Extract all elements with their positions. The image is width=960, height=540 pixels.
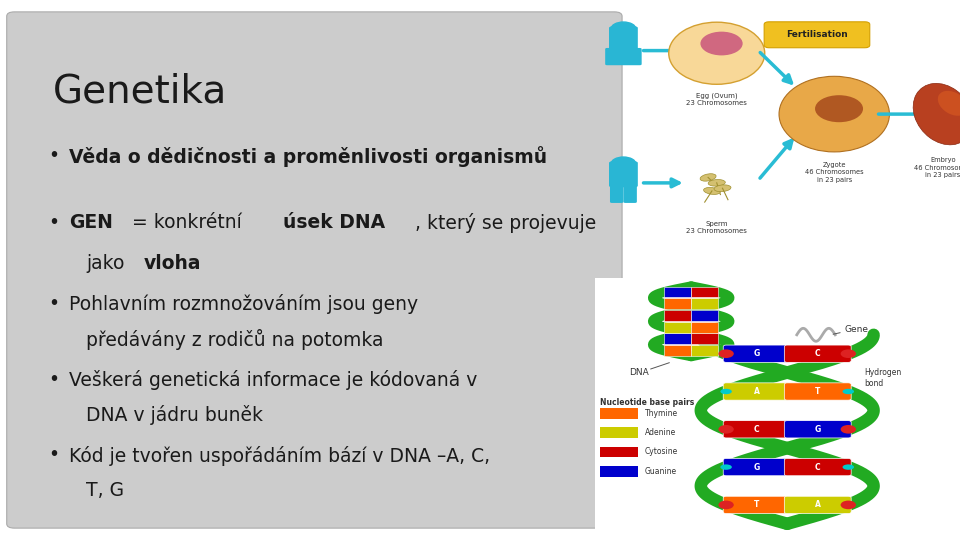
- Text: •: •: [48, 294, 60, 313]
- Ellipse shape: [938, 91, 960, 116]
- Text: Fertilisation: Fertilisation: [786, 30, 848, 39]
- Ellipse shape: [843, 464, 854, 470]
- Text: C: C: [815, 349, 821, 358]
- FancyBboxPatch shape: [595, 278, 955, 535]
- FancyBboxPatch shape: [691, 345, 718, 356]
- FancyBboxPatch shape: [764, 22, 870, 48]
- FancyBboxPatch shape: [664, 287, 691, 298]
- Text: Adenine: Adenine: [645, 428, 677, 437]
- Text: jako: jako: [86, 254, 131, 273]
- Text: •: •: [48, 213, 60, 232]
- FancyBboxPatch shape: [664, 322, 691, 333]
- Ellipse shape: [708, 179, 726, 186]
- FancyBboxPatch shape: [600, 447, 638, 457]
- Circle shape: [718, 425, 733, 434]
- FancyBboxPatch shape: [600, 427, 638, 438]
- FancyBboxPatch shape: [691, 310, 718, 321]
- Text: DNA v jádru buněk: DNA v jádru buněk: [86, 405, 263, 425]
- Ellipse shape: [704, 187, 720, 194]
- Text: A: A: [754, 387, 759, 396]
- Ellipse shape: [714, 185, 731, 192]
- Text: Pohlavním rozmnožováním jsou geny: Pohlavním rozmnožováním jsou geny: [69, 294, 419, 314]
- FancyBboxPatch shape: [691, 322, 718, 333]
- Text: vloha: vloha: [144, 254, 202, 273]
- FancyBboxPatch shape: [600, 466, 638, 477]
- FancyBboxPatch shape: [609, 26, 637, 52]
- Text: C: C: [815, 463, 821, 471]
- FancyBboxPatch shape: [605, 48, 641, 65]
- Ellipse shape: [669, 22, 765, 84]
- FancyBboxPatch shape: [784, 496, 852, 514]
- Text: •: •: [48, 146, 60, 165]
- Circle shape: [611, 22, 636, 36]
- FancyBboxPatch shape: [723, 496, 790, 514]
- FancyBboxPatch shape: [691, 333, 718, 345]
- Text: T, G: T, G: [86, 481, 125, 500]
- Text: = konkrétní: = konkrétní: [126, 213, 248, 232]
- FancyBboxPatch shape: [691, 287, 718, 298]
- Ellipse shape: [913, 83, 960, 145]
- Text: předávány z rodičů na potomka: předávány z rodičů na potomka: [86, 329, 384, 350]
- Text: •: •: [48, 370, 60, 389]
- Text: úsek DNA: úsek DNA: [283, 213, 385, 232]
- Text: Cytosine: Cytosine: [645, 448, 679, 456]
- FancyBboxPatch shape: [664, 345, 691, 356]
- FancyBboxPatch shape: [623, 183, 636, 203]
- Text: Zygote
46 Chromosomes
in 23 pairs: Zygote 46 Chromosomes in 23 pairs: [804, 161, 864, 183]
- Text: G: G: [815, 425, 821, 434]
- Text: GEN: GEN: [69, 213, 113, 232]
- FancyBboxPatch shape: [664, 333, 691, 345]
- Text: Embryo
46 Chromosomes
in 23 pairs: Embryo 46 Chromosomes in 23 pairs: [914, 157, 960, 178]
- Circle shape: [718, 501, 733, 509]
- Ellipse shape: [780, 76, 889, 152]
- Text: T: T: [754, 501, 759, 509]
- Text: Egg (Ovum)
23 Chromosomes: Egg (Ovum) 23 Chromosomes: [686, 92, 747, 106]
- Circle shape: [841, 349, 856, 358]
- Circle shape: [841, 425, 856, 434]
- FancyBboxPatch shape: [784, 383, 852, 400]
- FancyBboxPatch shape: [600, 408, 638, 418]
- Text: DNA: DNA: [629, 368, 649, 377]
- Ellipse shape: [700, 174, 716, 181]
- FancyBboxPatch shape: [691, 298, 718, 309]
- Ellipse shape: [720, 464, 732, 470]
- FancyBboxPatch shape: [723, 383, 790, 400]
- Text: Věda o dědičnosti a proměnlivosti organismů: Věda o dědičnosti a proměnlivosti organi…: [69, 146, 547, 167]
- Text: G: G: [754, 349, 759, 358]
- FancyBboxPatch shape: [723, 345, 790, 362]
- Text: C: C: [754, 425, 759, 434]
- Circle shape: [611, 157, 636, 171]
- Text: Sperm
23 Chromosomes: Sperm 23 Chromosomes: [686, 221, 747, 234]
- Circle shape: [841, 501, 856, 509]
- FancyBboxPatch shape: [609, 161, 637, 187]
- Ellipse shape: [720, 389, 732, 394]
- Text: Thymine: Thymine: [645, 409, 679, 417]
- Text: •: •: [48, 446, 60, 464]
- FancyBboxPatch shape: [723, 421, 790, 438]
- FancyBboxPatch shape: [7, 12, 622, 528]
- Text: Hydrogen
bond: Hydrogen bond: [864, 368, 901, 388]
- FancyBboxPatch shape: [784, 421, 852, 438]
- Circle shape: [701, 32, 743, 56]
- Text: G: G: [754, 463, 759, 471]
- Text: Gene: Gene: [845, 325, 869, 334]
- Circle shape: [815, 95, 863, 122]
- Text: Veškerá genetická informace je kódovaná v: Veškerá genetická informace je kódovaná …: [69, 370, 477, 390]
- Ellipse shape: [843, 389, 854, 394]
- Text: Guanine: Guanine: [645, 467, 677, 476]
- Text: Nucleotide base pairs: Nucleotide base pairs: [600, 397, 694, 407]
- FancyBboxPatch shape: [784, 458, 852, 476]
- FancyBboxPatch shape: [784, 345, 852, 362]
- Text: , který se projevuje: , který se projevuje: [415, 213, 596, 233]
- Text: Kód je tvořen uspořádáním bází v DNA –A, C,: Kód je tvořen uspořádáním bází v DNA –A,…: [69, 446, 491, 465]
- Circle shape: [718, 349, 733, 358]
- Text: Genetika: Genetika: [53, 73, 228, 111]
- Text: A: A: [815, 501, 821, 509]
- FancyBboxPatch shape: [664, 310, 691, 321]
- FancyBboxPatch shape: [610, 183, 623, 203]
- FancyBboxPatch shape: [664, 298, 691, 309]
- Text: 👤: 👤: [618, 39, 629, 57]
- Text: T: T: [815, 387, 821, 396]
- FancyBboxPatch shape: [723, 458, 790, 476]
